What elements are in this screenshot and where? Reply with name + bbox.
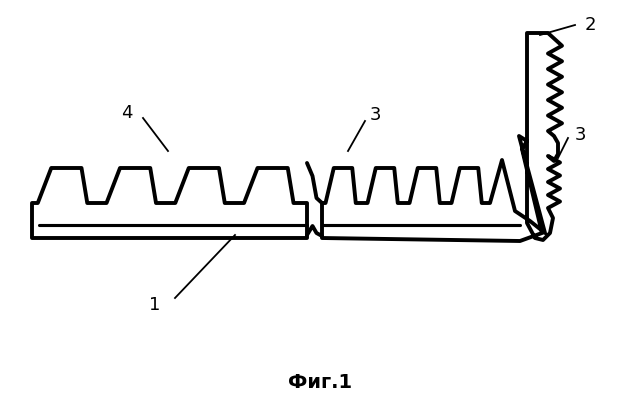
Text: Фиг.1: Фиг.1 <box>288 373 352 392</box>
Polygon shape <box>322 33 562 241</box>
Polygon shape <box>32 168 307 238</box>
Text: 2: 2 <box>585 16 596 34</box>
Text: 3: 3 <box>575 126 586 144</box>
Text: 1: 1 <box>149 296 161 314</box>
Text: 4: 4 <box>122 104 133 122</box>
Text: 3: 3 <box>370 106 381 124</box>
